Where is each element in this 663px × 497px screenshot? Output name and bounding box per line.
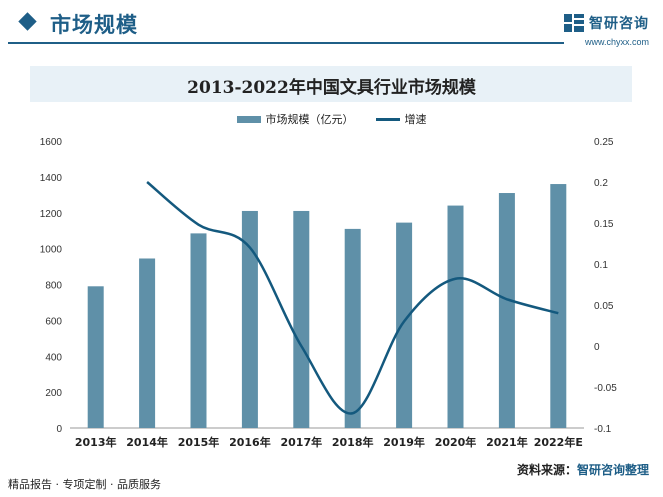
growth-line bbox=[146, 181, 559, 415]
footer-source: 资料来源：智研咨询整理 bbox=[517, 461, 649, 478]
bar bbox=[139, 258, 156, 428]
bar bbox=[344, 228, 361, 428]
brand-url: www.chyxx.com bbox=[584, 37, 649, 47]
chart-title-band bbox=[30, 66, 632, 102]
x-tick-label: 2015年 bbox=[178, 435, 220, 449]
x-tick-label: 2014年 bbox=[126, 435, 168, 449]
brand-name: 智研咨询 bbox=[589, 16, 649, 32]
source-name: 智研咨询整理 bbox=[576, 463, 649, 477]
bar bbox=[293, 210, 310, 428]
y-left-tick-label: 1400 bbox=[40, 173, 63, 184]
bar bbox=[190, 233, 207, 428]
y-left-tick-label: 600 bbox=[45, 316, 62, 327]
legend-swatch-bar bbox=[236, 115, 261, 123]
y-right-tick-label: -0.05 bbox=[594, 383, 617, 394]
bar bbox=[498, 193, 515, 428]
chart-legend: 市场规模（亿元） 增速 bbox=[0, 111, 663, 127]
bar bbox=[87, 286, 104, 428]
y-left-tick-label: 1600 bbox=[40, 137, 63, 148]
y-right-tick-label: 0 bbox=[594, 342, 600, 353]
x-tick-label: 2018年 bbox=[332, 435, 374, 449]
y-right-tick-label: -0.1 bbox=[594, 424, 612, 435]
section-title: 市场规模 bbox=[50, 13, 138, 37]
brand-logo-icon bbox=[564, 14, 584, 32]
bar bbox=[447, 205, 464, 428]
y-left-tick-label: 800 bbox=[45, 281, 62, 292]
legend-item-market-size: 市场规模（亿元） bbox=[236, 111, 354, 127]
legend-label-growth: 增速 bbox=[404, 113, 427, 126]
x-tick-label: 2022年E bbox=[534, 435, 583, 449]
y-right-tick-label: 0.2 bbox=[594, 178, 608, 189]
bar bbox=[550, 184, 567, 428]
y-right-tick-label: 0.05 bbox=[594, 301, 614, 312]
bar bbox=[396, 222, 413, 428]
source-label: 资料来源： bbox=[516, 463, 577, 477]
y-left-tick-label: 0 bbox=[56, 424, 62, 435]
y-right-tick-label: 0.25 bbox=[594, 137, 614, 148]
legend-label-market-size: 市场规模（亿元） bbox=[265, 113, 354, 126]
y-left-tick-label: 200 bbox=[45, 388, 62, 399]
y-left-tick-label: 400 bbox=[45, 352, 62, 363]
bar bbox=[241, 210, 258, 428]
header-divider bbox=[8, 42, 564, 44]
x-tick-label: 2016年 bbox=[229, 435, 271, 449]
x-tick-label: 2019年 bbox=[383, 435, 425, 449]
y-left-tick-label: 1000 bbox=[40, 245, 63, 256]
legend-item-growth: 增速 bbox=[375, 111, 427, 127]
y-left-tick-label: 1200 bbox=[40, 209, 63, 220]
footer-tagline: 精品报告 · 专项定制 · 品质服务 bbox=[8, 478, 161, 491]
x-tick-label: 2013年 bbox=[75, 435, 117, 449]
chart-title: 2013-2022年中国文具行业市场规模 bbox=[187, 78, 476, 98]
x-tick-label: 2017年 bbox=[280, 435, 322, 449]
y-right-tick-label: 0.15 bbox=[594, 219, 614, 230]
legend-swatch-line bbox=[375, 117, 400, 121]
x-tick-label: 2021年 bbox=[486, 435, 528, 449]
brand: 智研咨询 bbox=[563, 13, 649, 33]
y-right-tick-label: 0.1 bbox=[594, 260, 608, 271]
x-tick-label: 2020年 bbox=[435, 435, 477, 449]
